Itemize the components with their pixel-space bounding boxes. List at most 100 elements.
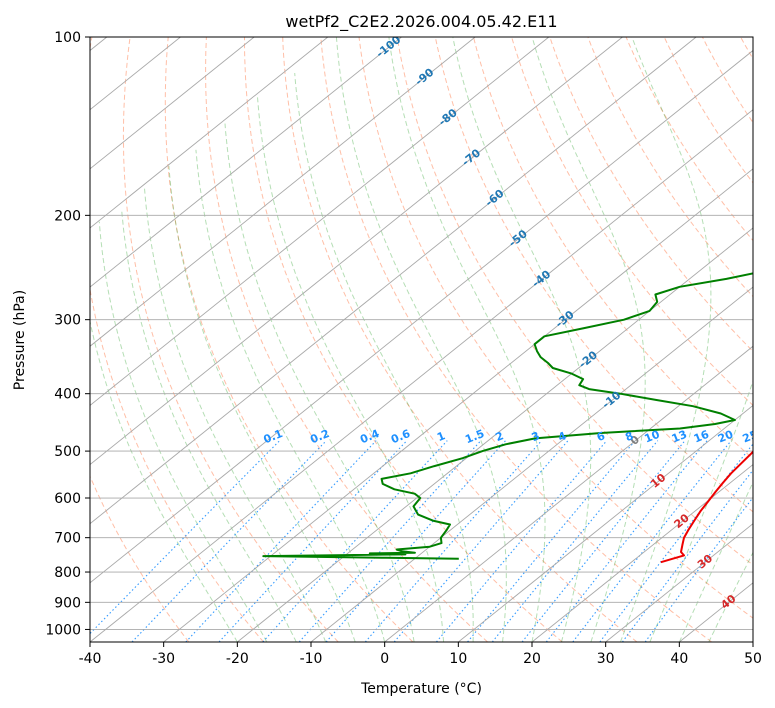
dry-adiabat [549,37,753,353]
mixing-ratio-line [325,440,507,642]
moist-adiabat [168,165,356,642]
x-tick-label: 30 [597,651,615,667]
moist-adiabat [294,72,474,642]
x-tick-label: 40 [670,651,688,667]
x-tick-label: -20 [226,651,249,667]
mixing-ratio-line [644,496,753,642]
moist-adiabat [678,480,753,642]
mixing-ratio-label: 3 [530,429,542,444]
x-tick-label: -10 [300,651,323,667]
isotherm-line [90,37,697,525]
dry-adiabat [511,37,753,406]
dry-adiabat [90,37,264,642]
y-tick-label: 200 [54,208,81,224]
dry-adiabat [282,37,638,642]
x-tick-label: 10 [449,651,467,667]
y-tick-label: 1000 [45,622,81,638]
isotherm-line [310,286,753,642]
y-tick-label: 400 [54,387,81,403]
moist-adiabat [452,37,592,642]
moist-adiabat [531,37,646,642]
y-tick-label: 500 [54,444,81,460]
mixing-ratio-label: 2 [494,429,506,444]
mixing-ratio-label: 1 [435,429,447,444]
moist-adiabat [619,37,712,642]
moist-adiabat [335,37,507,642]
mixing-ratio-label: 10 [643,428,662,446]
mixing-ratio-label: 13 [670,428,689,446]
moist-adiabat [98,221,268,642]
mixing-ratio-line [185,440,377,642]
mixing-ratio-line [218,440,408,642]
x-axis: -40 -30 -20 -10 0 10 20 30 40 50 [79,642,762,667]
dry-adiabat [164,37,414,642]
moist-adiabat [121,208,297,642]
moist-adiabat [256,94,445,642]
isotherm-line [458,404,753,642]
plot-frame [89,36,754,643]
dry-adiabat [205,37,488,642]
mixing-ratio-line [572,440,732,642]
mixing-ratio-label: 16 [692,428,711,446]
isotherm-line [90,37,329,229]
isotherm-line [90,37,623,466]
dry-adiabat [320,37,713,642]
mixing-ratio-line [521,440,686,642]
isotherm-line [237,227,753,642]
mixing-ratio-label: 25 [741,428,760,446]
moist-adiabat [90,319,238,642]
mixing-ratio-line [298,440,482,642]
dewpoint-profile [262,272,753,560]
dry-adiabat [473,37,753,460]
dry-adiabat [244,37,563,642]
temperature-profile [660,450,753,564]
moist-adiabat [224,123,415,642]
background-lines [90,37,753,642]
isotherm-line [531,463,753,642]
dry-adiabat [587,37,753,298]
isotherm-line [384,345,753,642]
isotherm-line [90,37,476,347]
dry-adiabat [122,37,339,642]
mixing-ratio-label: 20 [716,428,735,446]
y-tick-label: 600 [54,491,81,507]
isotherm-line [90,37,550,406]
x-axis-label: Temperature (°C) [360,681,482,697]
moist-adiabat [144,188,327,642]
sounding-profiles [262,272,753,564]
dry-adiabat [663,37,753,184]
dry-adiabat [625,37,753,242]
mixing-ratio-label: 8 [623,429,635,444]
mixing-ratio-line [467,440,636,642]
dry-adiabat [90,475,190,642]
mixing-ratio-line [262,440,448,642]
x-tick-label: 50 [744,651,762,667]
x-tick-label: -40 [79,651,102,667]
y-tick-label: 300 [54,313,81,329]
isotherm-line [90,37,255,170]
mixing-ratio-line [90,440,281,635]
moist-adiabat [388,37,546,642]
x-tick-label: 0 [380,651,389,667]
chart-title: wetPf2_C2E2.2026.004.05.42.E11 [285,12,557,32]
y-tick-label: 900 [54,595,81,611]
mixing-ratio-line [491,440,659,642]
isotherm-line [90,109,753,642]
mixing-ratio-line [131,440,327,642]
x-tick-label: -30 [152,651,175,667]
y-tick-label: 100 [54,30,81,46]
y-axis: 100 200 300 400 500 600 700 800 900 1000 [45,30,90,638]
mixing-ratio-line [364,440,543,642]
dry-adiabat [358,37,753,619]
isotherm-line [605,523,753,642]
y-tick-label: 800 [54,565,81,581]
isotherm-line [90,49,753,584]
y-axis-label: Pressure (hPa) [12,290,28,390]
isotherm-line [90,37,402,288]
dry-adiabat [396,37,753,566]
dry-adiabat [434,37,753,513]
y-tick-label: 700 [54,531,81,547]
x-tick-label: 20 [523,651,541,667]
